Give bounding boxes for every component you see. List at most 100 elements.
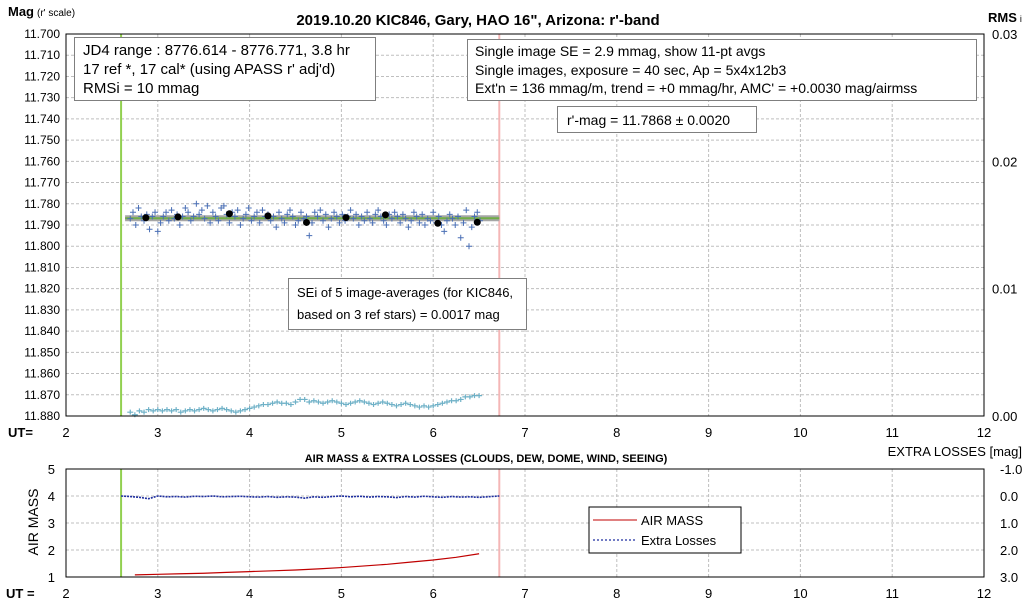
x-tick-label: 5 — [338, 425, 345, 440]
rms-point — [439, 400, 446, 406]
extra-losses-line — [121, 495, 500, 500]
single-image-point — [314, 213, 321, 220]
y-tick-label: 11.860 — [24, 367, 60, 381]
rms-point — [320, 400, 327, 406]
rms-point — [177, 409, 184, 415]
single-image-point — [267, 217, 274, 224]
rms-point — [393, 403, 400, 409]
single-image-point — [325, 224, 332, 231]
single-image-point — [146, 226, 153, 233]
main-series — [127, 200, 484, 418]
single-image-point — [154, 228, 161, 235]
rms-point — [352, 399, 359, 405]
avg-point — [174, 213, 182, 221]
rms-point — [136, 408, 143, 414]
single-image-point — [209, 209, 216, 216]
lower-grid — [65, 468, 985, 578]
rmag-value: r'-mag = 11.7868 ± 0.0020 — [567, 112, 731, 128]
y-tick-label: 11.820 — [24, 282, 60, 296]
y-tick-label: 11.750 — [24, 133, 60, 147]
rms-point — [402, 400, 409, 406]
x-tick-label: 10 — [793, 586, 807, 601]
single-image-point — [361, 217, 368, 224]
single-image-point — [369, 219, 376, 226]
avg-point — [434, 219, 442, 227]
single-image-point — [457, 234, 464, 241]
single-image-point — [375, 207, 382, 214]
single-image-point — [441, 228, 448, 235]
single-image-point — [130, 209, 137, 216]
rms-point — [398, 402, 405, 408]
lower-chart-title: AIR MASS & EXTRA LOSSES (CLOUDS, DEW, DO… — [305, 453, 668, 465]
y-tick-label: 11.770 — [24, 176, 60, 190]
rms-point — [214, 407, 221, 413]
single-image-point — [388, 215, 395, 222]
rms-point — [274, 399, 281, 405]
y-tick-label: 11.720 — [24, 69, 60, 83]
single-image-point — [366, 215, 373, 222]
y-tick-label: 11.730 — [24, 91, 60, 105]
x-tick-label: 3 — [154, 586, 161, 601]
single-image-point — [168, 207, 175, 214]
rms-point — [168, 408, 175, 414]
rms-point — [407, 402, 414, 408]
single-image-point — [306, 232, 313, 239]
single-image-point — [353, 211, 360, 218]
x-tick-label: 8 — [613, 425, 620, 440]
lower-vertical-lines — [120, 469, 501, 577]
single-image-point — [397, 219, 404, 226]
x-tick-label: 4 — [246, 586, 253, 601]
rms-point — [370, 402, 377, 408]
y-tick-label: 11.810 — [24, 260, 60, 274]
single-image-point — [220, 202, 227, 209]
rms-point — [150, 408, 157, 414]
lower-x-ticks: 2 3 4 5 6 7 8 9 10 11 12 — [62, 586, 991, 601]
single-image-point — [399, 211, 406, 218]
rms-point — [333, 399, 340, 405]
rms-point — [315, 399, 322, 405]
y2-tick-label: 0.00 — [992, 409, 1017, 424]
rms-point — [191, 408, 198, 414]
lower-x-axis-label: UT = — [6, 586, 35, 601]
single-image-point — [204, 202, 211, 209]
y-tick-label: 11.790 — [24, 218, 60, 232]
y-tick-label: 5 — [48, 462, 55, 477]
rms-point — [292, 399, 299, 405]
lower-series — [121, 495, 500, 576]
single-image-point — [408, 217, 415, 224]
single-image-point — [182, 205, 189, 212]
y2-tick-label: 0.0 — [1000, 489, 1018, 504]
single-image-point — [157, 219, 164, 226]
single-image-point — [372, 211, 379, 218]
rms-point — [173, 407, 180, 413]
x-tick-label: 4 — [246, 425, 253, 440]
single-image-point — [187, 217, 194, 224]
single-image-point — [364, 209, 371, 216]
single-image-point — [317, 207, 324, 214]
y-axis-label: Mag (r' scale) — [8, 4, 75, 19]
rms-point — [356, 398, 363, 404]
rms-point — [205, 407, 212, 413]
single-image-point — [419, 211, 426, 218]
single-image-point — [471, 213, 478, 220]
single-image-point — [454, 213, 461, 220]
y-tick-label: 11.850 — [24, 345, 60, 359]
single-image-point — [303, 213, 310, 220]
single-image-point — [405, 224, 412, 231]
info-box-right: Single image SE = 2.9 mmag, show 11-pt a… — [467, 39, 977, 101]
rms-point — [163, 407, 170, 413]
main-plot-frame — [65, 33, 985, 417]
info-right-line1: Single image SE = 2.9 mmag, show 11-pt a… — [475, 43, 766, 59]
lower-plot-frame — [65, 468, 985, 578]
rms-point — [154, 407, 161, 413]
rms-point — [251, 404, 258, 410]
rms-point — [411, 403, 418, 409]
x-tick-label: 3 — [154, 425, 161, 440]
rms-point — [200, 405, 207, 411]
y2-axis-label: RMS i — [988, 10, 1022, 25]
single-image-point — [446, 211, 453, 218]
single-image-point — [391, 209, 398, 216]
single-image-point — [242, 211, 249, 218]
single-image-point — [468, 224, 475, 231]
y-tick-label: 11.780 — [24, 197, 60, 211]
